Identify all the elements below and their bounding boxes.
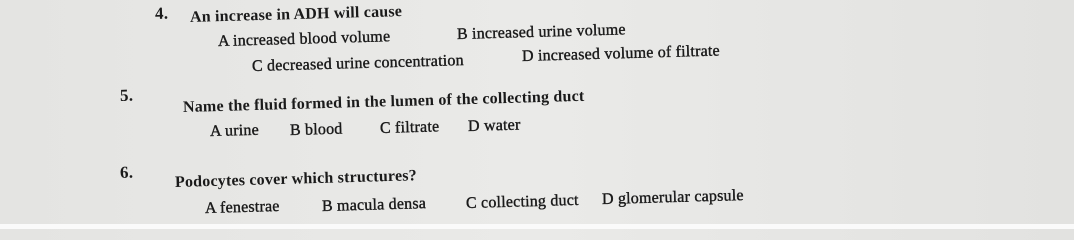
- option-text: filtrate: [394, 118, 440, 137]
- option-text: fenestrae: [219, 197, 280, 217]
- question-text: An increase in ADH will cause: [189, 3, 403, 26]
- option-letter: D: [467, 117, 481, 135]
- option-letter: A: [209, 122, 222, 140]
- option-letter: B: [456, 25, 469, 43]
- option-letter: C: [379, 119, 392, 137]
- option: D increased volume of filtrate: [521, 42, 721, 66]
- question-number: 6.: [119, 162, 134, 182]
- option-letter: C: [465, 194, 478, 212]
- option: C collecting duct: [465, 191, 580, 213]
- option-text: decreased urine concentration: [266, 52, 465, 75]
- option-letter: A: [204, 199, 217, 217]
- question-text: Name the fluid formed in the lumen of th…: [182, 87, 585, 116]
- option: A fenestrae: [205, 198, 280, 218]
- option: C filtrate: [380, 118, 440, 138]
- option-text: increased urine volume: [471, 21, 627, 43]
- option: B increased urine volume: [456, 21, 627, 44]
- option-letter: C: [251, 57, 264, 75]
- option: A increased blood volume: [218, 28, 391, 51]
- option-letter: B: [289, 121, 302, 139]
- option: D glomerular capsule: [601, 187, 745, 209]
- option: C decreased urine concentration: [251, 52, 465, 76]
- question-text: Podocytes cover which structures?: [174, 167, 418, 191]
- option-text: increased volume of filtrate: [537, 42, 721, 65]
- option-text: glomerular capsule: [617, 187, 745, 208]
- option: B macula densa: [322, 195, 427, 216]
- option-letter: A: [217, 32, 230, 50]
- option-letter: B: [321, 197, 334, 215]
- option-text: increased blood volume: [232, 28, 391, 50]
- option-text: urine: [224, 121, 260, 140]
- option: B blood: [289, 120, 343, 140]
- option: A urine: [209, 121, 260, 141]
- page: 4. An increase in ADH will cause A incre…: [0, 0, 1074, 229]
- option-letter: D: [601, 190, 615, 208]
- option-text: macula densa: [336, 195, 427, 215]
- option-text: collecting duct: [480, 191, 579, 212]
- option: D water: [467, 116, 521, 136]
- option-text: water: [483, 116, 521, 135]
- question-number: 5.: [119, 85, 134, 105]
- option-text: blood: [304, 120, 343, 139]
- bottom-edge: [0, 224, 1074, 229]
- question-number: 4.: [154, 3, 169, 23]
- option-letter: D: [521, 47, 535, 65]
